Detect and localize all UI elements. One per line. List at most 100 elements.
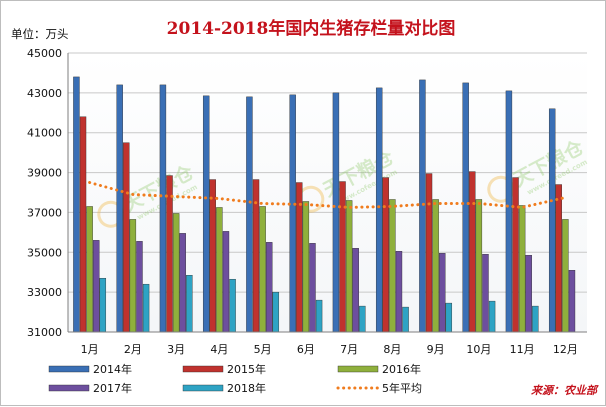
bar: [488, 300, 496, 333]
bar: [548, 108, 556, 333]
y-tick-label: 37000: [27, 206, 62, 219]
bar: [525, 255, 532, 333]
bar: [229, 278, 236, 333]
legend-label: 2015年: [227, 362, 266, 376]
bar: [179, 233, 186, 333]
x-axis-ticks: 1月 2月 3月 4月 5月 6月 7月 8月 9月 10月 11月 12月: [81, 343, 578, 356]
bar: [359, 305, 366, 333]
bar-series: [73, 76, 576, 333]
plot-background: [68, 53, 587, 332]
bar: [332, 92, 340, 333]
bar: [93, 240, 100, 333]
legend-swatch: [48, 365, 90, 373]
bar: [475, 199, 483, 333]
bar: [555, 184, 562, 333]
bar: [315, 299, 323, 333]
bar: [439, 253, 446, 333]
bar: [395, 251, 403, 333]
bar: [166, 175, 173, 333]
average-line: [88, 181, 567, 209]
bar: [382, 177, 389, 333]
legend-swatch: [48, 384, 90, 392]
bar: [505, 90, 513, 333]
legend-swatch: [182, 365, 224, 373]
bar: [266, 242, 273, 333]
bar: [532, 305, 539, 333]
bar: [222, 231, 230, 333]
bar: [432, 199, 439, 333]
bar: [518, 205, 526, 333]
x-tick-label: 4月: [210, 343, 228, 356]
bar: [202, 95, 210, 333]
legend-label: 2017年: [93, 381, 132, 395]
bar: [512, 177, 519, 333]
bar: [445, 302, 453, 333]
source-label: 来源：农业部: [531, 384, 599, 397]
bar: [159, 84, 167, 333]
bar: [99, 277, 107, 333]
x-tick-label: 12月: [553, 343, 578, 356]
bar: [186, 275, 193, 333]
bar: [73, 76, 80, 333]
bar: [123, 142, 130, 333]
x-tick-label: 5月: [254, 343, 272, 356]
bar: [302, 201, 310, 333]
bar: [482, 254, 489, 333]
bar: [86, 206, 93, 333]
x-tick-label: 1月: [81, 343, 99, 356]
unit-label: 单位：万头: [11, 27, 69, 41]
series-line: [88, 181, 567, 209]
legend-label: 2016年: [382, 362, 421, 376]
bar: [209, 179, 216, 333]
legend-label: 2018年: [227, 381, 266, 395]
bar: [136, 241, 143, 333]
bar: [352, 248, 359, 333]
bar: [246, 96, 253, 333]
x-tick-label: 2月: [124, 343, 142, 356]
bar: [129, 219, 137, 333]
bar: [425, 173, 433, 333]
legend: 2014年 2015年 2016年 2017年 2018年 5年平均: [48, 362, 422, 395]
bar: [309, 243, 316, 333]
y-tick-label: 41000: [27, 127, 62, 140]
x-tick-label: 7月: [340, 343, 358, 356]
legend-label: 5年平均: [382, 381, 422, 395]
chart-title: 2014-2018年国内生猪存栏量对比图: [167, 18, 456, 39]
y-tick-label: 35000: [27, 246, 62, 259]
bar: [339, 181, 346, 333]
y-tick-label: 33000: [27, 286, 62, 299]
bar: [345, 200, 353, 333]
bar: [289, 94, 296, 333]
bar: [216, 207, 223, 333]
bar: [469, 171, 476, 333]
bar: [562, 219, 569, 333]
bar: [259, 206, 266, 333]
bar: [116, 84, 123, 333]
axes: [67, 53, 587, 333]
y-axis-ticks: 31000 33000 35000 37000 39000 41000 43000 45000: [27, 47, 62, 339]
x-tick-label: 11月: [510, 343, 535, 356]
y-tick-label: 43000: [27, 87, 62, 100]
y-tick-label: 31000: [27, 326, 62, 339]
bar: [272, 291, 280, 333]
bar: [568, 270, 576, 333]
bar: [462, 82, 469, 333]
bar: [389, 199, 396, 333]
x-tick-label: 3月: [167, 343, 185, 356]
legend-label: 2014年: [93, 362, 132, 376]
y-tick-label: 39000: [27, 167, 62, 180]
bar: [79, 116, 87, 333]
legend-swatch: [182, 384, 224, 392]
legend-swatch: [337, 365, 379, 373]
x-tick-label: 6月: [297, 343, 315, 356]
bar: [375, 87, 383, 333]
bar: [419, 79, 426, 333]
bar: [142, 283, 150, 333]
plot-area: [68, 53, 587, 332]
x-tick-label: 10月: [466, 343, 491, 356]
bar: [172, 213, 180, 333]
bar: [402, 306, 409, 333]
y-tick-label: 45000: [27, 47, 62, 60]
